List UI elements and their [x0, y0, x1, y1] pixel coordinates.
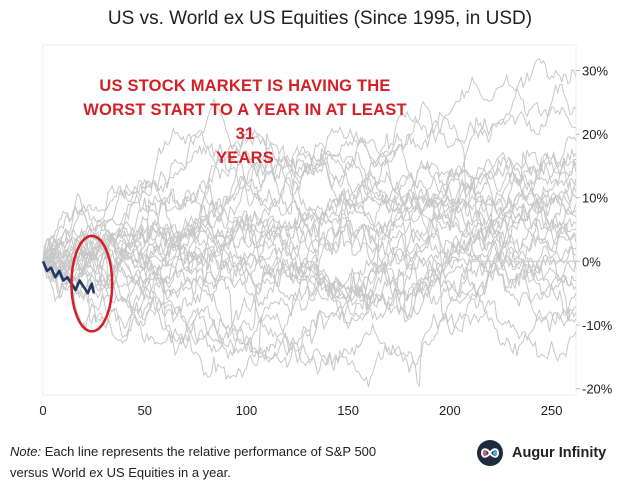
y-tick-label: 10% [582, 191, 608, 206]
historical-line-25 [42, 215, 577, 308]
historical-line-30 [42, 219, 577, 334]
historical-line-18 [42, 97, 577, 332]
brand-name: Augur Infinity [512, 445, 607, 461]
annotation-line-1: US STOCK MARKET IS HAVING THE [99, 77, 391, 95]
x-tick-label: 200 [439, 403, 461, 418]
historical-line-10 [42, 144, 577, 289]
historical-line-13 [42, 219, 577, 346]
x-tick-label: 250 [541, 403, 563, 418]
brand-logo: Augur Infinity [477, 440, 606, 466]
note-text: Each line represents the relative perfor… [10, 444, 377, 480]
y-tick-label: -10% [582, 318, 613, 333]
historical-line-15 [42, 238, 577, 311]
historical-line-2 [42, 83, 577, 281]
x-tick-label: 100 [236, 403, 258, 418]
chart-svg: 0 50 100 150 200 250 30% 20% 10% 0% -10% -20% [39, 44, 613, 418]
annotation-line-3: YEARS [216, 149, 274, 167]
y-tick-label: 0% [582, 254, 601, 269]
historical-line-14 [42, 144, 577, 268]
x-tick-label: 50 [137, 403, 151, 418]
y-tick-label: 20% [582, 127, 608, 142]
highlight-circle [70, 234, 114, 333]
y-tick-label: -20% [582, 382, 613, 397]
historical-series-group [42, 58, 577, 388]
y-tick-label: 30% [582, 63, 608, 78]
historical-line-1 [42, 58, 577, 343]
historical-line-23 [42, 149, 576, 286]
x-tick-label: 150 [337, 403, 359, 418]
historical-line-17 [42, 261, 577, 388]
x-axis: 0 50 100 150 200 250 [39, 403, 562, 418]
historical-line-24 [42, 238, 577, 320]
plot-frame [42, 44, 577, 396]
y-axis: 30% 20% 10% 0% -10% -20% [576, 63, 613, 397]
current-year-line [41, 260, 96, 295]
highlight-group [70, 234, 114, 333]
infinity-icon [477, 440, 503, 466]
chart-annotation: US STOCK MARKET IS HAVING THE WORST STAR… [80, 74, 410, 170]
historical-line-27 [42, 185, 577, 361]
historical-line-28 [42, 126, 577, 272]
historical-line-3 [42, 73, 577, 270]
note-label: Note: [10, 444, 42, 459]
x-tick-label: 0 [39, 403, 46, 418]
chart-title: US vs. World ex US Equities (Since 1995,… [107, 8, 533, 29]
annotation-line-2: WORST START TO A YEAR IN AT LEAST 31 [83, 101, 407, 143]
current-series-group [41, 260, 96, 295]
historical-line-22 [42, 151, 577, 274]
historical-line-29 [42, 190, 577, 306]
footnote: Note: Each line represents the relative … [10, 441, 390, 483]
